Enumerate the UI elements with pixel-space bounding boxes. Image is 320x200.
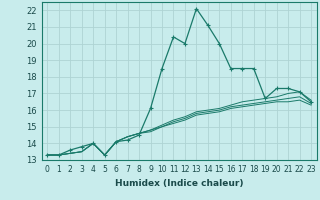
X-axis label: Humidex (Indice chaleur): Humidex (Indice chaleur) [115, 179, 244, 188]
